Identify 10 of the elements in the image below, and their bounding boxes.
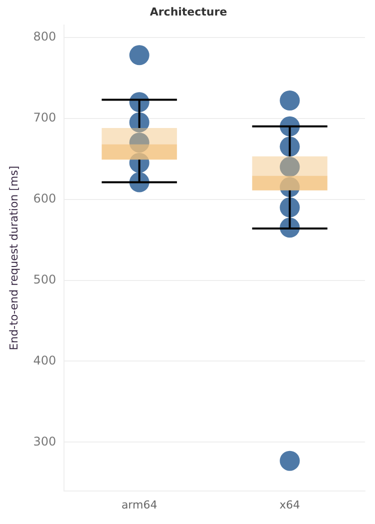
- y-tick-label: 500: [33, 272, 56, 286]
- y-tick-label: 400: [33, 353, 56, 368]
- x-tick-label: x64: [280, 498, 300, 512]
- x-tick-label: arm64: [121, 498, 158, 512]
- y-tick-label: 300: [33, 434, 56, 448]
- y-tick-label: 800: [33, 29, 56, 44]
- y-tick-label: 700: [33, 110, 56, 124]
- y-axis-title: End-to-end request duration [ms]: [7, 166, 20, 350]
- y-tick-label: 600: [33, 191, 56, 206]
- chart-title: Architecture: [150, 5, 228, 18]
